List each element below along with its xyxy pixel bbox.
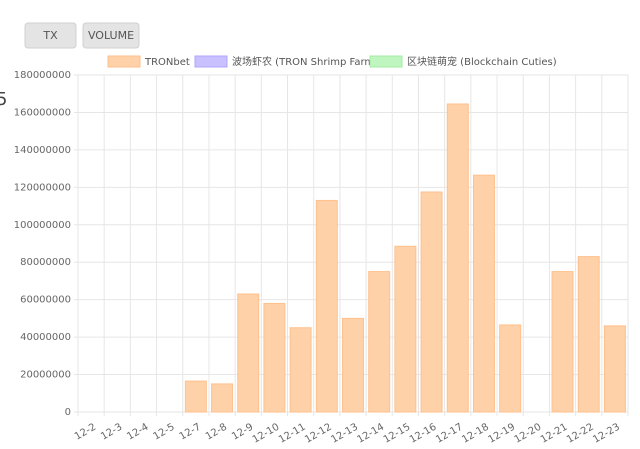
x-tick-label: 12-17 [434, 422, 465, 445]
y-tick-label: 80000000 [20, 257, 71, 268]
bar [237, 293, 260, 413]
x-tick-label: 12-3 [99, 422, 124, 443]
volume-button[interactable] [82, 22, 140, 49]
x-tick-label: 12-5 [152, 422, 177, 443]
y-tick-label: 140000000 [14, 145, 71, 156]
bar [603, 325, 626, 413]
tx-button[interactable] [24, 22, 77, 49]
x-tick-label: 12-21 [539, 422, 570, 445]
legend-swatch [107, 55, 141, 68]
y-tick-label: 0 [65, 407, 71, 418]
x-tick-label: 12-12 [303, 422, 334, 445]
bar [368, 271, 391, 413]
x-tick-label: 12-2 [73, 422, 98, 443]
legend-label: 区块链萌宠 (Blockchain Cuties) [407, 55, 557, 68]
bar [263, 302, 286, 413]
y-tick-label: 100000000 [14, 220, 71, 231]
y-tick-label: 20000000 [20, 370, 71, 381]
bar [420, 191, 443, 413]
x-tick-label: 12-16 [408, 422, 439, 445]
y-tick-label: 180000000 [14, 70, 71, 81]
bar [184, 380, 207, 413]
x-tick-label: 12-15 [382, 422, 413, 445]
bar [342, 317, 364, 413]
legend-label: TRONbet [144, 57, 190, 68]
side-label: 5 [0, 89, 7, 110]
y-tick-label: 120000000 [14, 182, 71, 193]
bar [499, 324, 522, 413]
bar [394, 245, 417, 413]
x-tick-label: 12-13 [329, 422, 360, 445]
bar [289, 327, 312, 413]
x-tick-label: 12-10 [251, 422, 282, 445]
x-tick-label: 12-23 [591, 422, 622, 445]
x-tick-label: 12-19 [486, 422, 517, 445]
legend-label: 波场虾农 (TRON Shrimp Farm) [232, 55, 378, 68]
button-label: TX [42, 29, 58, 42]
bar [446, 103, 469, 413]
x-tick-label: 12-7 [178, 422, 203, 443]
x-tick-label: 12-8 [204, 422, 229, 443]
x-tick-label: 12-9 [230, 422, 255, 443]
x-tick-label: 12-18 [460, 422, 491, 445]
y-tick-label: 160000000 [14, 107, 71, 118]
x-tick-label: 12-11 [277, 422, 308, 445]
x-tick-label: 12-20 [513, 422, 544, 445]
x-tick-label: 12-4 [125, 422, 150, 443]
y-tick-label: 60000000 [20, 295, 71, 306]
button-label: VOLUME [88, 29, 134, 42]
bar [472, 174, 495, 413]
bar [211, 383, 234, 413]
bar [577, 256, 600, 413]
bar [315, 199, 338, 413]
y-tick-label: 40000000 [20, 332, 71, 343]
x-tick-label: 12-14 [356, 422, 387, 445]
legend-swatch [194, 55, 228, 68]
bar [551, 271, 574, 413]
legend-swatch [369, 55, 403, 68]
x-tick-label: 12-22 [565, 422, 596, 445]
